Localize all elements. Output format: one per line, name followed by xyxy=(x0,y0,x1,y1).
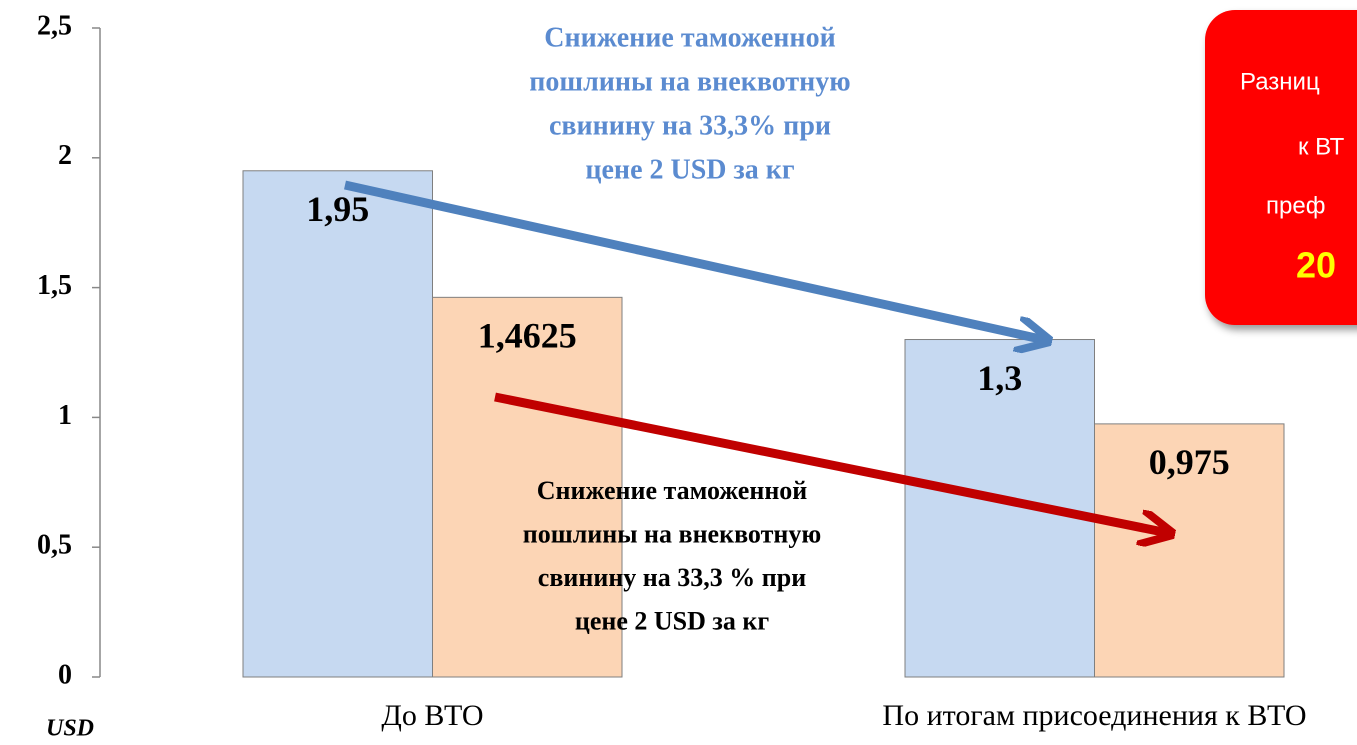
annotation-line: Снижение таможенной xyxy=(544,22,835,53)
callout-line: Разниц xyxy=(1240,68,1320,95)
y-tick-label: 0,5 xyxy=(37,530,72,561)
callout-line: 20 xyxy=(1296,245,1336,286)
y-tick-label: 1,5 xyxy=(37,270,72,301)
annotation-line: Снижение таможенной xyxy=(537,476,808,505)
value-label: 1,95 xyxy=(306,189,369,229)
callout-line: к ВТ xyxy=(1298,133,1345,160)
y-tick-label: 0 xyxy=(58,659,72,690)
bar xyxy=(242,170,433,678)
annotation-line: цене 2 USD за кг xyxy=(585,154,794,185)
value-label: 1,4625 xyxy=(478,316,577,356)
annotation-line: свинину на 33,3% при xyxy=(549,110,831,141)
annotations: Снижение таможенной пошлины на внеквотную… xyxy=(523,22,1345,635)
y-tick-label: 1 xyxy=(58,400,72,431)
callout-box xyxy=(1205,10,1357,325)
annotation-line: пошлины на внеквотную xyxy=(529,66,850,97)
value-label: 0,975 xyxy=(1149,442,1230,482)
labels: 0 0,5 1 1,5 2 2,5 До ВТО 1,95 1,4625 По итогам пр… xyxy=(37,10,1307,741)
x-tick-label: До ВТО xyxy=(381,699,483,732)
bars xyxy=(242,170,1285,678)
arrow-blue xyxy=(344,180,1045,340)
y-tick-label: 2 xyxy=(58,140,72,171)
callout-line: преф xyxy=(1266,192,1325,219)
bar xyxy=(1094,423,1285,678)
annotation-line: цене 2 USD за кг xyxy=(575,606,769,635)
y-tick-label: 2,5 xyxy=(37,10,72,41)
x-tick-label: По итогам присоединения к ВТО xyxy=(882,699,1306,732)
annotation-line: свинину на 33,3 % при xyxy=(538,563,806,592)
arrow-red xyxy=(494,392,1168,533)
y-axis-label: USD xyxy=(46,716,94,742)
bar xyxy=(432,296,623,678)
annotation-line: пошлины на внеквотную xyxy=(523,519,821,548)
value-label: 1,3 xyxy=(977,358,1022,398)
